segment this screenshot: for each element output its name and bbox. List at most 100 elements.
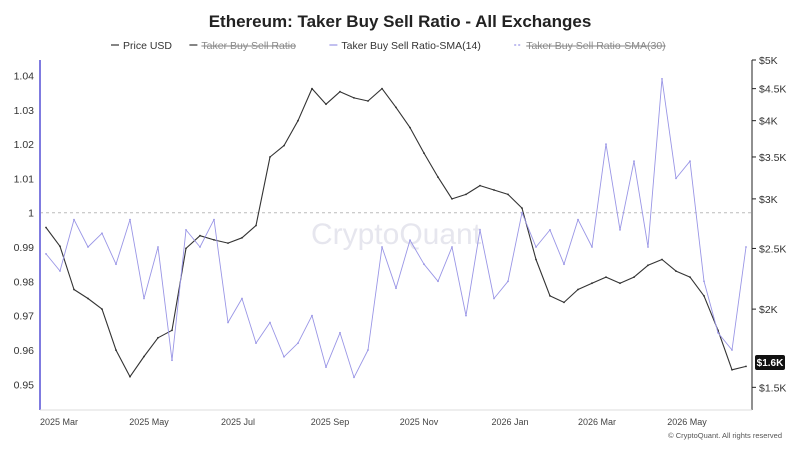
data-point-taker-sma14 <box>143 297 145 300</box>
data-point-taker-sma14 <box>129 218 131 221</box>
data-point-price-usd <box>465 193 467 196</box>
data-point-price-usd <box>395 106 397 109</box>
data-point-taker-sma14 <box>535 246 537 248</box>
data-point-taker-sma14 <box>269 321 271 324</box>
y-left-tick: 0.97 <box>14 311 35 323</box>
legend-item[interactable]: Price USD <box>111 40 172 52</box>
y-left-tick: 1.03 <box>14 105 35 117</box>
data-point-taker-sma14 <box>115 263 117 266</box>
data-point-taker-sma14 <box>661 78 663 80</box>
data-point-price-usd <box>227 242 229 245</box>
data-point-taker-sma14 <box>73 218 75 221</box>
data-point-price-usd <box>521 207 523 210</box>
data-point-taker-sma14 <box>325 366 327 368</box>
data-point-price-usd <box>423 152 425 155</box>
data-point-taker-sma14 <box>647 246 649 248</box>
data-point-price-usd <box>101 308 103 310</box>
data-point-price-usd <box>115 349 117 351</box>
data-point-price-usd <box>689 276 691 278</box>
y-right-tick: $2.5K <box>759 243 786 255</box>
data-point-taker-sma14 <box>87 246 89 248</box>
data-point-taker-sma14 <box>283 355 285 358</box>
data-point-taker-sma14 <box>675 177 677 180</box>
data-point-price-usd <box>633 276 635 278</box>
y-left-tick: 1.01 <box>14 173 35 185</box>
price-badge: $1.6K <box>755 355 785 370</box>
data-point-taker-sma14 <box>507 280 509 283</box>
data-point-price-usd <box>311 87 313 90</box>
data-point-taker-sma14 <box>171 359 173 362</box>
y-left-tick: 0.95 <box>14 379 35 391</box>
data-point-price-usd <box>45 226 47 229</box>
series-layer <box>45 78 747 379</box>
data-point-price-usd <box>241 236 243 239</box>
y-left-tick: 1.04 <box>14 70 35 82</box>
legend-label: Price USD <box>123 40 172 52</box>
data-point-price-usd <box>325 103 327 106</box>
left-axis: 1.04 1.03 1.02 1.01 1 0.99 0.98 0.97 0.96 0.95 <box>14 70 35 391</box>
data-point-taker-sma14 <box>465 314 467 317</box>
data-point-price-usd <box>647 264 649 267</box>
price-badge-label: $1.6K <box>757 358 784 369</box>
y-left-tick: 1.02 <box>14 139 35 151</box>
data-point-taker-sma14 <box>437 280 439 283</box>
legend-item[interactable]: Taker Buy Sell Ratio <box>189 40 296 52</box>
data-point-taker-sma14 <box>493 297 495 300</box>
data-point-taker-sma14 <box>227 321 229 324</box>
data-point-taker-sma14 <box>409 239 411 242</box>
data-point-price-usd <box>437 176 439 179</box>
watermark: CryptoQuant <box>311 218 482 251</box>
data-point-taker-sma14 <box>255 342 257 344</box>
data-point-price-usd <box>493 189 495 191</box>
data-point-taker-sma14 <box>703 280 705 283</box>
data-point-taker-sma14 <box>241 297 243 300</box>
right-axis: $5K $4.5K $4K $3.5K $3K $2.5K $2K $1.5K <box>752 55 786 394</box>
data-point-price-usd <box>73 288 75 291</box>
data-point-price-usd <box>507 193 509 196</box>
chart-title: Ethereum: Taker Buy Sell Ratio - All Exc… <box>209 12 592 31</box>
x-tick: 2026 Mar <box>578 417 616 427</box>
legend-item[interactable]: Taker Buy Sell Ratio-SMA(14) <box>329 40 481 52</box>
y-right-tick: $3K <box>759 194 778 206</box>
legend-label: Taker Buy Sell Ratio <box>201 40 296 52</box>
data-point-price-usd <box>577 288 579 291</box>
data-point-price-usd <box>563 301 565 304</box>
data-point-taker-sma14 <box>185 229 187 231</box>
data-point-taker-sma14 <box>549 229 551 231</box>
data-point-price-usd <box>591 282 593 285</box>
data-point-price-usd <box>381 87 383 90</box>
data-point-taker-sma14 <box>521 211 523 214</box>
data-point-price-usd <box>255 224 257 227</box>
data-point-price-usd <box>339 90 341 93</box>
data-point-price-usd <box>143 355 145 358</box>
data-point-price-usd <box>731 368 733 371</box>
data-point-taker-sma14 <box>451 246 453 248</box>
data-point-taker-sma14 <box>423 263 425 266</box>
data-point-price-usd <box>269 156 271 158</box>
data-point-taker-sma14 <box>213 218 215 221</box>
x-tick: 2025 Mar <box>40 417 78 427</box>
data-point-price-usd <box>675 270 677 272</box>
x-tick: 2025 Sep <box>311 417 350 427</box>
y-left-tick: 1 <box>28 208 34 220</box>
data-point-taker-sma14 <box>297 342 299 344</box>
data-point-price-usd <box>479 184 481 187</box>
data-point-taker-sma14 <box>199 246 201 248</box>
data-point-price-usd <box>185 247 187 250</box>
data-point-taker-sma14 <box>59 270 61 272</box>
data-point-price-usd <box>87 297 89 300</box>
data-point-taker-sma14 <box>479 229 481 231</box>
data-point-price-usd <box>171 329 173 332</box>
legend-item[interactable]: Taker Buy Sell Ratio-SMA(30) <box>514 40 666 52</box>
data-point-taker-sma14 <box>619 229 621 231</box>
data-point-taker-sma14 <box>311 314 313 317</box>
data-point-taker-sma14 <box>339 331 341 334</box>
data-point-taker-sma14 <box>591 246 593 248</box>
data-point-price-usd <box>157 336 159 339</box>
data-point-price-usd <box>745 365 747 368</box>
data-point-taker-sma14 <box>731 349 733 351</box>
copyright: © CryptoQuant. All rights reserved <box>668 431 782 440</box>
x-tick: 2026 Jan <box>491 417 528 427</box>
data-point-price-usd <box>703 295 705 297</box>
